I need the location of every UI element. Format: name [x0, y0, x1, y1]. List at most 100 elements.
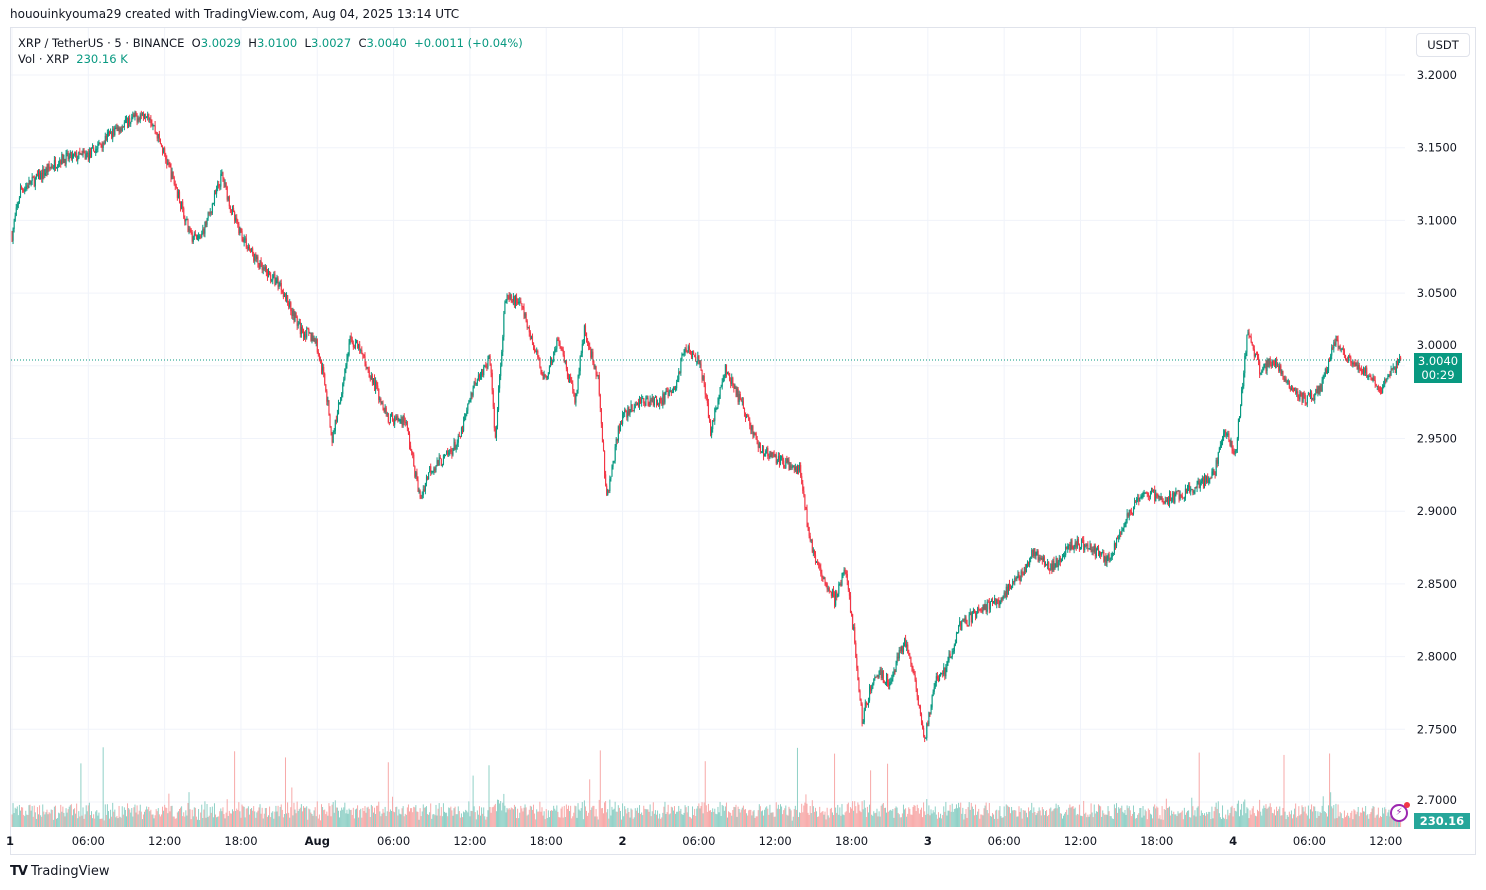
candle-body	[516, 297, 518, 302]
candle-body	[193, 233, 195, 237]
volume-bar	[180, 807, 182, 827]
candle-body	[358, 344, 360, 349]
volume-bar	[327, 815, 329, 827]
volume-bar	[775, 802, 777, 827]
candle-body	[558, 340, 560, 343]
candle-body	[513, 296, 516, 305]
volume-bar	[201, 804, 203, 827]
candle-body	[1084, 544, 1086, 551]
volume-bar	[978, 808, 980, 827]
candle-body	[154, 125, 156, 132]
volume-bar	[334, 800, 336, 827]
candle-body	[231, 208, 234, 212]
candle-body	[508, 296, 510, 299]
volume-bar	[886, 812, 887, 827]
volume-bar	[695, 815, 697, 827]
candle-body	[1253, 349, 1255, 357]
lightning-alert-icon[interactable]: ⚡	[1390, 802, 1410, 822]
volume-bar	[1086, 817, 1088, 827]
candle-body	[326, 391, 328, 402]
candle-body	[89, 150, 92, 158]
candle-body	[1024, 567, 1026, 573]
volume-bar	[1074, 807, 1076, 827]
candle-body	[52, 167, 54, 169]
candle-body	[1138, 497, 1140, 502]
candle-body	[1303, 393, 1305, 395]
candle-body	[745, 412, 747, 418]
candle-body	[1237, 418, 1240, 439]
candle-body	[227, 196, 229, 200]
volume-bar	[229, 813, 231, 827]
candle-body	[71, 154, 74, 160]
candle-body	[773, 454, 775, 457]
candle-body	[60, 160, 62, 165]
volume-bar	[353, 818, 355, 827]
volume-bar	[778, 809, 780, 827]
volume-bar	[1099, 805, 1101, 827]
volume-bar	[527, 814, 529, 827]
candle-body	[76, 152, 78, 161]
volume-bar	[438, 803, 440, 827]
volume-bar	[927, 813, 929, 827]
candle-body	[913, 671, 915, 676]
volume-bar	[1170, 815, 1172, 827]
volume-bar	[178, 809, 180, 827]
candle-body	[926, 723, 928, 738]
volume-bar	[845, 811, 847, 827]
candle-body	[1094, 545, 1096, 557]
volume-bar	[525, 807, 527, 827]
candle-body	[65, 153, 67, 165]
candle-body	[827, 588, 829, 590]
volume-bar	[481, 807, 483, 827]
volume-bar	[396, 806, 398, 827]
volume-bar	[68, 806, 70, 827]
volume-bar	[1322, 796, 1324, 827]
volume-bar	[256, 812, 258, 827]
volume-bar	[246, 808, 248, 827]
volume-bar	[883, 807, 885, 827]
volume-bar	[38, 814, 39, 827]
candle-body	[986, 601, 988, 612]
candle-body	[339, 402, 341, 404]
volume-bar	[1204, 813, 1205, 827]
volume-bar	[951, 803, 953, 827]
volume-bar	[799, 812, 801, 827]
candle-body	[1229, 440, 1231, 446]
candle-body	[79, 151, 81, 155]
volume-bar	[1216, 808, 1218, 827]
volume-bar	[1291, 818, 1293, 827]
volume-bar	[395, 807, 397, 827]
volume-bar	[1262, 808, 1264, 827]
volume-bar	[798, 817, 800, 827]
candle-body	[173, 177, 175, 185]
candle-body	[734, 387, 736, 389]
candle-body	[847, 580, 849, 590]
candle-body	[273, 274, 275, 276]
volume-bar	[39, 805, 41, 827]
volume-bar	[793, 809, 795, 827]
candle-body	[1323, 375, 1325, 377]
candle-body	[316, 339, 318, 353]
candle-body	[545, 376, 547, 379]
volume-bar	[722, 805, 724, 827]
candle-body	[1192, 489, 1194, 493]
candle-body	[254, 254, 256, 261]
candle-body	[1029, 558, 1031, 565]
candle-body	[266, 272, 269, 278]
volume-bar	[597, 819, 599, 827]
volume-bar	[1268, 806, 1270, 827]
candle-body	[1149, 492, 1152, 497]
chart-credit: hououinkyouma29 created with TradingView…	[10, 7, 460, 21]
volume-bar	[553, 805, 555, 827]
candle-body	[28, 180, 30, 188]
candle-body	[1046, 564, 1048, 566]
footer-logo[interactable]: TV TradingView	[10, 864, 109, 879]
candle-body	[1103, 551, 1105, 562]
volume-bar	[1384, 807, 1386, 827]
volume-bar	[200, 812, 202, 827]
volume-bar	[1128, 806, 1130, 827]
currency-button[interactable]: USDT	[1416, 33, 1470, 57]
volume-bar	[1321, 805, 1323, 827]
volume-bar	[42, 804, 44, 827]
